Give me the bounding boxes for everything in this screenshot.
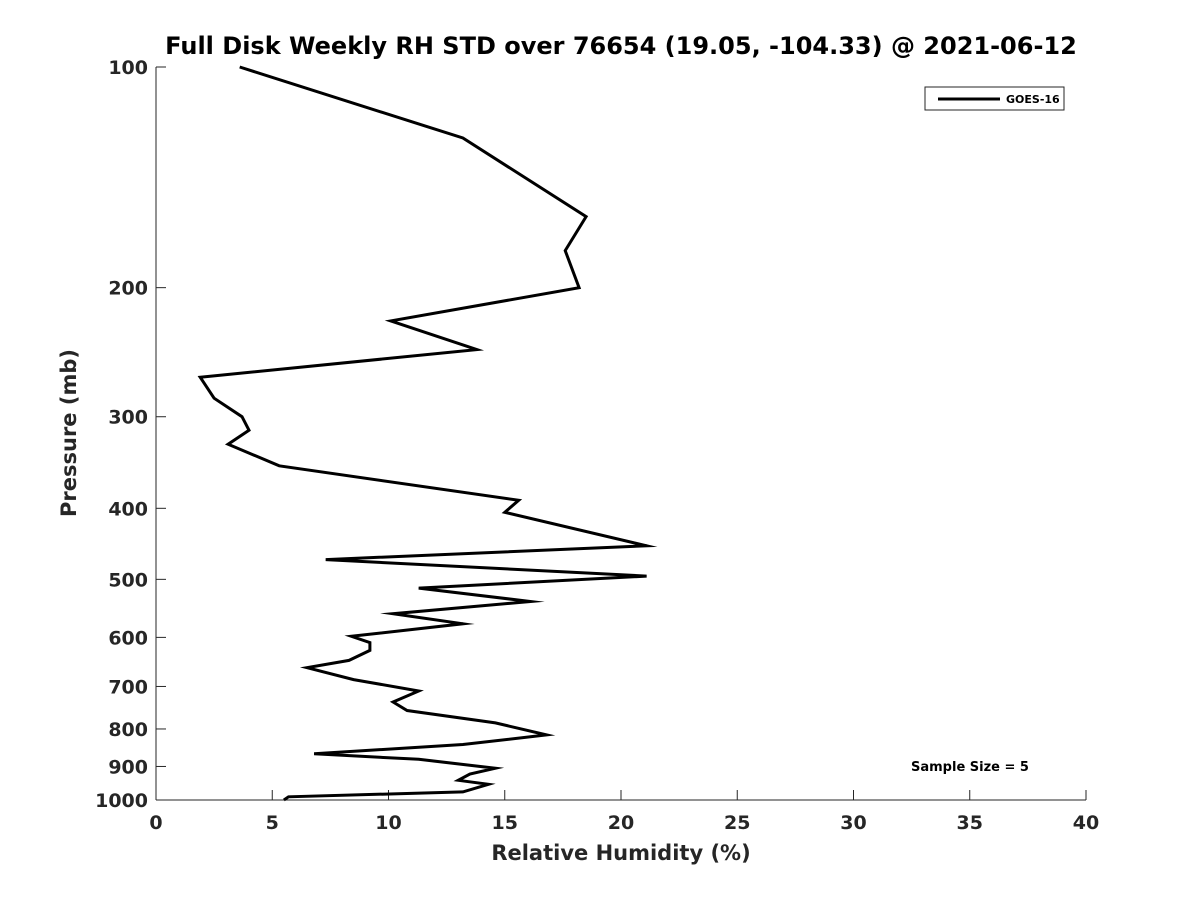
- x-tick-label-25: 25: [724, 812, 750, 834]
- x-tick-label-40: 40: [1073, 812, 1099, 834]
- x-axis-ticks: 0 5 10 15 20 25 30 35 40: [149, 790, 1099, 834]
- legend-label-goes-16: GOES-16: [1006, 93, 1060, 106]
- y-tick-label-1000: 1000: [95, 790, 148, 812]
- series-line-goes-16: [197, 65, 658, 802]
- chart-title: Full Disk Weekly RH STD over 76654 (19.0…: [165, 32, 1077, 60]
- series-layer: [197, 65, 658, 802]
- y-tick-label-500: 500: [108, 569, 148, 591]
- x-tick-label-20: 20: [608, 812, 634, 834]
- y-tick-label-700: 700: [108, 676, 148, 698]
- x-axis-label: Relative Humidity (%): [491, 841, 750, 865]
- x-tick-label-15: 15: [492, 812, 518, 834]
- legend: GOES-16: [924, 86, 1065, 111]
- y-tick-label-800: 800: [108, 719, 148, 741]
- y-tick-label-600: 600: [108, 627, 148, 649]
- y-tick-label-900: 900: [108, 756, 148, 778]
- y-axis-label: Pressure (mb): [57, 349, 81, 517]
- y-axis-ticks: 100 200 300 400 500 600 700 800 900 1000: [95, 57, 166, 812]
- y-tick-label-200: 200: [108, 278, 148, 300]
- y-tick-label-100: 100: [108, 57, 148, 79]
- x-tick-label-5: 5: [266, 812, 279, 834]
- x-tick-label-35: 35: [957, 812, 983, 834]
- x-tick-label-0: 0: [149, 812, 162, 834]
- x-tick-label-30: 30: [840, 812, 866, 834]
- y-tick-label-300: 300: [108, 407, 148, 429]
- sample-size-annotation: Sample Size = 5: [911, 760, 1029, 775]
- plot-area: [156, 67, 1086, 800]
- y-tick-label-400: 400: [108, 498, 148, 520]
- x-tick-label-10: 10: [375, 812, 401, 834]
